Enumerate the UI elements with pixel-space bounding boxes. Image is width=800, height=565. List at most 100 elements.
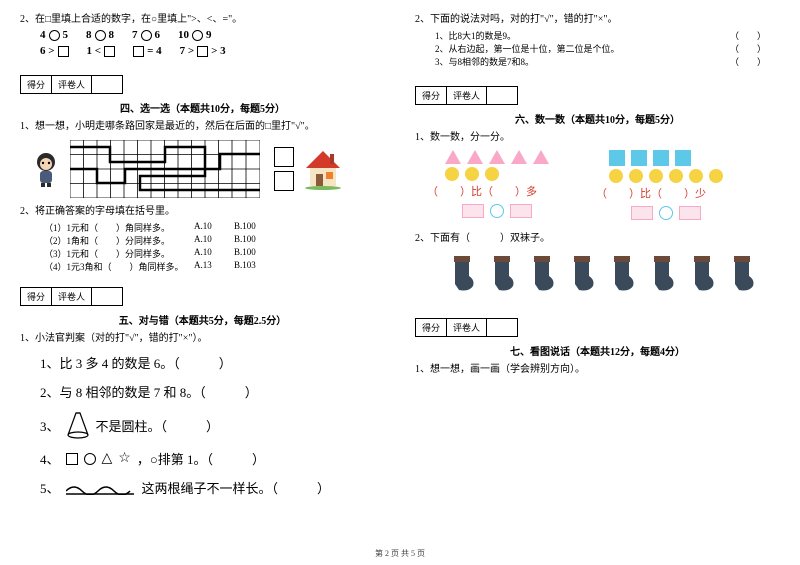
sock-icon [725, 254, 759, 294]
score-label: 得分 [21, 76, 52, 93]
expr: 1 < [87, 45, 102, 57]
circle-yellow-icon [629, 169, 643, 183]
circle-blank [192, 30, 203, 41]
circle-blank [141, 30, 152, 41]
tf-paren: （ ） [730, 55, 780, 68]
circle-icon [84, 453, 96, 465]
judge-2: 2、与 8 相邻的数是 7 和 8。（ ） [20, 382, 385, 401]
choice-box-2[interactable] [274, 171, 294, 191]
choice-box-1[interactable] [274, 147, 294, 167]
tf-row: 2、从右边起，第一位是十位，第二位是个位。（ ） [415, 42, 780, 55]
sock-icon [645, 254, 679, 294]
rect-pink-icon [462, 204, 484, 218]
square-cyan-icon [609, 150, 625, 166]
maze-grid [70, 140, 260, 198]
j4-post: ，○排第 1。（ ） [137, 449, 265, 468]
tf-text: 1、比8大1的数是9。 [435, 29, 730, 42]
num: 9 [206, 29, 212, 41]
judge-4: 4、 △ ☆ ，○排第 1。（ ） [20, 449, 385, 468]
opt-b: B.100 [234, 221, 274, 234]
circle-yellow-icon [669, 169, 683, 183]
page-container: 2、在□里填上合适的数字，在○里填上">、<、="。 45 88 76 109 … [0, 0, 800, 540]
opt-b: B.103 [234, 260, 274, 273]
sec4-q1: 1、想一想，小明走哪条路回家是最近的，然后在后面的□里打"√"。 [20, 119, 385, 134]
square-cyan-icon [631, 150, 647, 166]
triangle-pink-icon [533, 150, 549, 164]
num: 8 [86, 29, 92, 41]
compare-text-1: （ ）比（ ）多 [415, 184, 549, 201]
marker-label: 评卷人 [447, 87, 487, 104]
section-6-title: 六、数一数（本题共10分，每题5分） [415, 111, 780, 126]
marker-label: 评卷人 [52, 288, 92, 305]
square-blank [133, 46, 144, 57]
left-column: 2、在□里填上合适的数字，在○里填上">、<、="。 45 88 76 109 … [20, 10, 385, 540]
circle-blank [95, 30, 106, 41]
sec5-header: 得分 评卷人 五、对与错（本题共5分，每题2.5分） [20, 283, 385, 329]
section-5-title: 五、对与错（本题共5分，每题2.5分） [20, 312, 385, 327]
score-table: 得分 评卷人 [20, 75, 123, 94]
expr: 6 > [40, 45, 55, 57]
num: 5 [63, 29, 69, 41]
circle-yellow-icon [709, 169, 723, 183]
score-label: 得分 [416, 87, 447, 104]
house-icon [302, 148, 344, 190]
num: 6 [155, 29, 161, 41]
square-blank [197, 46, 208, 57]
rect-pink-icon [510, 204, 532, 218]
sock-icon [445, 254, 479, 294]
expr: > 3 [211, 45, 226, 57]
sec6-header: 得分 评卷人 六、数一数（本题共10分，每题5分） [415, 82, 780, 128]
judge-5: 5、 这两根绳子不一样长。（ ） [20, 478, 385, 497]
square-blank [58, 46, 69, 57]
wave-icon [66, 481, 136, 495]
section-4-title: 四、选一选（本题共10分，每题5分） [20, 100, 385, 115]
opt-text: （1）1元和（ ）角同样多。 [44, 221, 194, 234]
circle-yellow-icon [465, 167, 479, 181]
score-table: 得分 评卷人 [415, 86, 518, 105]
q2-left-title: 2、在□里填上合适的数字，在○里填上">、<、="。 [20, 12, 385, 27]
group-right: （ ）比（ ）少 [579, 147, 723, 223]
triangle-pink-icon [445, 150, 461, 164]
num: 4 [40, 29, 46, 41]
score-label: 得分 [21, 288, 52, 305]
score-blank [92, 288, 122, 305]
sec7-q1: 1、想一想，画一画（学会辨别方向）。 [415, 362, 780, 377]
opt-a: A.10 [194, 221, 234, 234]
sec4-q2: 2、将正确答案的字母填在括号里。 [20, 204, 385, 219]
section-7-title: 七、看图说话（本题共12分，每题4分） [415, 343, 780, 358]
sec4-sublist: （1）1元和（ ）角同样多。A.10B.100 （2）1角和（ ）分同样多。A.… [20, 221, 385, 273]
star-icon: ☆ [118, 450, 131, 467]
circle-yellow-icon [445, 167, 459, 181]
j5-post: 这两根绳子不一样长。（ ） [142, 478, 331, 497]
compare-row-2: 6 > 1 < = 4 7 >> 3 [20, 45, 385, 57]
square-cyan-icon [675, 150, 691, 166]
sec7-header: 得分 评卷人 七、看图说话（本题共12分，每题4分） [415, 314, 780, 360]
sec4-header: 得分 评卷人 四、选一选（本题共10分，每题5分） [20, 71, 385, 117]
page-footer: 第 2 页 共 5 页 [0, 548, 800, 559]
square-cyan-icon [653, 150, 669, 166]
num: 8 [109, 29, 115, 41]
cone-icon [66, 411, 90, 439]
choice-boxes [274, 147, 294, 191]
triangle-pink-icon [511, 150, 527, 164]
opt-b: B.100 [234, 234, 274, 247]
triangle-icon: △ [102, 450, 113, 467]
opt-text: （2）1角和（ ）分同样多。 [44, 234, 194, 247]
judge-3: 3、 不是圆柱。（ ） [20, 411, 385, 439]
q2-right-title: 2、下面的说法对吗，对的打"√"，错的打"×"。 [415, 12, 780, 27]
tf-paren: （ ） [730, 42, 780, 55]
kid-icon [30, 151, 62, 187]
j4-pre: 4、 [40, 449, 60, 468]
socks-row [415, 254, 780, 294]
maze-area [20, 140, 385, 198]
circle-outline-icon [659, 206, 673, 220]
shapes-groups: （ ）比（ ）多 [415, 147, 780, 223]
sec6-q1: 1、数一数，分一分。 [415, 130, 780, 145]
circle-yellow-icon [609, 169, 623, 183]
sec5-q1: 1、小法官判案（对的打"√"，错的打"×"）。 [20, 331, 385, 346]
marker-label: 评卷人 [52, 76, 92, 93]
right-column: 2、下面的说法对吗，对的打"√"，错的打"×"。 1、比8大1的数是9。（ ） … [415, 10, 780, 540]
rect-pink-icon [631, 206, 653, 220]
num: 10 [178, 29, 189, 41]
opt-b: B.100 [234, 247, 274, 260]
